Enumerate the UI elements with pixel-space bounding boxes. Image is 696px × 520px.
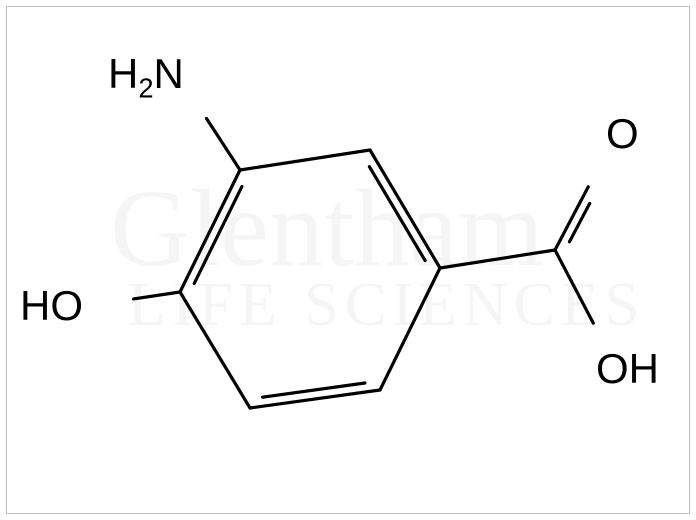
label-carbonyl-o: O (606, 110, 639, 158)
label-phenol-oh: HO (20, 282, 83, 330)
label-amine: H2N (108, 50, 184, 104)
label-amine-n: N (154, 50, 184, 97)
label-acid-oh: OH (596, 345, 659, 393)
molecule-diagram (0, 0, 696, 520)
label-amine-sub: 2 (138, 72, 153, 103)
label-amine-h: H (108, 50, 138, 97)
